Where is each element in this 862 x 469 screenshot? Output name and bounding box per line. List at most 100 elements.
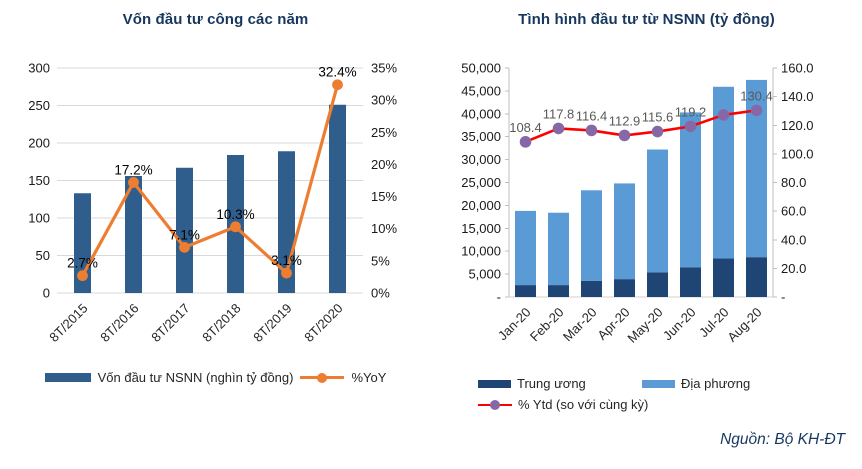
point-label: 117.8 (543, 106, 575, 121)
svg-text:25,000: 25,000 (461, 175, 501, 190)
svg-text:60.0: 60.0 (781, 204, 806, 219)
line-marker (651, 125, 664, 138)
line-marker (128, 177, 139, 188)
svg-text:Jan-20: Jan-20 (495, 305, 534, 344)
svg-text:120.0: 120.0 (781, 118, 814, 133)
svg-text:140.0: 140.0 (781, 89, 814, 104)
line-markers (77, 79, 343, 282)
point-label: 10.3% (216, 207, 254, 222)
legend-label-local: Địa phương (681, 376, 751, 391)
line-marker (618, 129, 631, 142)
svg-text:5,000: 5,000 (468, 267, 501, 282)
svg-text:30,000: 30,000 (461, 152, 501, 167)
legend-label-central: Trung ương (517, 376, 586, 391)
legend-item-central: Trung ương (478, 376, 642, 391)
legend-line-marker (490, 399, 500, 410)
point-label: 130.4 (740, 88, 773, 103)
bar-segment (680, 267, 701, 297)
svg-text:35%: 35% (371, 61, 397, 76)
svg-text:0: 0 (43, 286, 50, 301)
bar-segment (581, 280, 602, 297)
svg-text:8T/2016: 8T/2016 (97, 301, 141, 345)
point-label: 3.1% (271, 253, 302, 268)
bar-segment (614, 279, 635, 297)
y-axis-right-labels: 0% 5% 10% 15% 20% 25% 30% 35% (371, 61, 397, 301)
svg-text:25%: 25% (371, 125, 397, 140)
legend-item-local: Địa phương (642, 376, 750, 391)
point-label: 32.4% (318, 65, 356, 80)
chart-plot-area: - 5,000 10,000 15,000 20,000 25,000 30,000 35,0… (461, 61, 814, 346)
legend-bar-swatch (44, 373, 91, 382)
svg-text:100: 100 (28, 211, 50, 226)
chart-nsnn-investment-monthly: Tình hình đầu tư từ NSNN (tỷ đồng) - 5,00… (431, 0, 862, 469)
svg-text:Mar-20: Mar-20 (560, 305, 600, 345)
svg-text:10%: 10% (371, 221, 397, 236)
bar-segment (713, 258, 734, 297)
chart-legend-row-2: % Ytd (so với cùng kỳ) (478, 397, 648, 412)
bar-segment (548, 285, 569, 297)
bar-segment (176, 167, 193, 293)
point-label: 115.6 (642, 110, 674, 125)
x-axis-labels: 8T/2015 8T/2016 8T/2017 8T/2018 8T/2019 8T/20… (46, 301, 345, 345)
svg-text:15%: 15% (371, 189, 397, 204)
legend-line-marker (317, 372, 328, 383)
line-marker (77, 270, 88, 282)
svg-text:150: 150 (28, 173, 50, 188)
line-marker (230, 221, 241, 233)
svg-text:May-20: May-20 (624, 305, 665, 346)
y-axis-left-labels: 0 50 100 150 200 250 300 (28, 61, 50, 301)
chart-legend: Vốn đầu tư NSNN (nghìn tỷ đồng) %YoY (0, 370, 431, 385)
svg-text:40,000: 40,000 (461, 106, 501, 121)
bar-segment (713, 86, 734, 259)
bar-segment (515, 210, 536, 286)
line-marker (281, 267, 292, 279)
svg-text:10,000: 10,000 (461, 244, 501, 259)
svg-text:250: 250 (28, 98, 50, 113)
bar-segment (746, 79, 767, 258)
svg-text:8T/2020: 8T/2020 (301, 301, 345, 345)
chart-public-investment-by-year: Vốn đầu tư công các năm 0 50 100 150 200 250 3… (0, 11, 431, 385)
svg-text:15,000: 15,000 (461, 221, 501, 236)
bar-segment (548, 212, 569, 286)
line-marker (585, 124, 598, 137)
chart-title: Vốn đầu tư công các năm (122, 11, 309, 28)
bar-segment (581, 190, 602, 281)
bar-segment (746, 257, 767, 297)
axis-lines (505, 67, 777, 298)
svg-text:8T/2019: 8T/2019 (250, 301, 294, 345)
point-label: 108.4 (509, 120, 542, 135)
legend-line-swatch (300, 372, 345, 384)
svg-text:160.0: 160.0 (781, 61, 814, 76)
svg-text:30%: 30% (371, 93, 397, 108)
point-label: 119.2 (675, 104, 707, 119)
svg-text:45,000: 45,000 (461, 83, 501, 98)
point-label: 17.2% (114, 162, 152, 177)
svg-text:100.0: 100.0 (781, 146, 814, 161)
svg-text:40.0: 40.0 (781, 232, 806, 247)
svg-text:8T/2015: 8T/2015 (46, 301, 90, 345)
legend-label-bar-series: Vốn đầu tư NSNN (nghìn tỷ đồng) (97, 370, 294, 385)
svg-text:5%: 5% (371, 253, 390, 268)
svg-text:8T/2017: 8T/2017 (148, 301, 192, 345)
line-marker (750, 104, 763, 117)
chart-plot-area: 0 50 100 150 200 250 300 0% 5% 10% 15% 20% 25% 30% 35%… (28, 61, 397, 345)
point-label: 116.4 (576, 108, 608, 123)
svg-text:-: - (781, 290, 785, 305)
svg-text:Jun-20: Jun-20 (660, 305, 699, 344)
line-marker (717, 109, 730, 121)
line-marker (552, 122, 565, 135)
legend-bar-swatch (478, 379, 511, 388)
line-marker (332, 79, 343, 91)
point-labels: 2.7% 17.2% 7.1% 10.3% 3.1% 32.4% (67, 65, 357, 271)
source-note: Nguồn: Bộ KH-ĐT (720, 431, 845, 448)
legend-bar-swatch (642, 379, 675, 388)
bar-segment (515, 285, 536, 297)
legend-line-swatch (478, 399, 512, 411)
point-label: 2.7% (67, 256, 98, 271)
bar-segment (680, 112, 701, 268)
gridlines (57, 67, 363, 294)
line-marker (684, 120, 697, 133)
y-axis-right-labels: - 20.0 40.0 60.0 80.0 100.0 120.0 140.0 160.0 (781, 61, 814, 305)
